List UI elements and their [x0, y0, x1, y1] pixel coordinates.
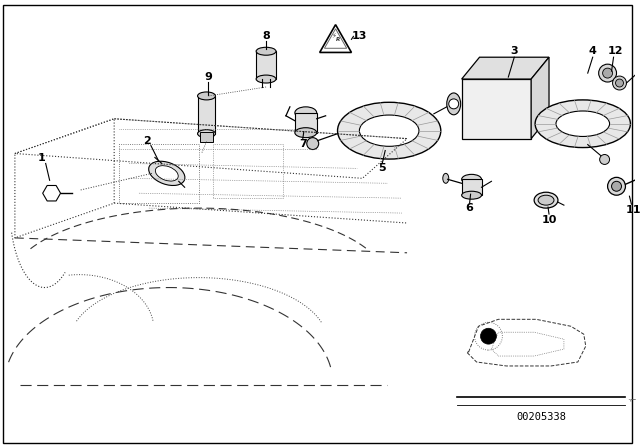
Circle shape — [307, 138, 319, 150]
Ellipse shape — [447, 93, 461, 115]
Polygon shape — [531, 57, 549, 138]
Text: 00205338: 00205338 — [516, 412, 566, 422]
Text: 1: 1 — [38, 154, 45, 164]
Ellipse shape — [360, 115, 419, 146]
Text: 4: 4 — [589, 46, 596, 56]
Text: 13: 13 — [352, 31, 367, 41]
Circle shape — [616, 79, 623, 87]
Ellipse shape — [461, 191, 481, 199]
Circle shape — [598, 64, 616, 82]
Text: ·⌐: ·⌐ — [627, 396, 637, 405]
Ellipse shape — [461, 174, 481, 184]
Text: 3: 3 — [511, 46, 518, 56]
Ellipse shape — [256, 75, 276, 83]
Ellipse shape — [337, 102, 441, 159]
Text: R: R — [335, 37, 340, 42]
Text: 12: 12 — [608, 46, 623, 56]
Polygon shape — [43, 185, 61, 201]
Ellipse shape — [295, 128, 317, 138]
Ellipse shape — [198, 129, 216, 138]
Circle shape — [612, 181, 621, 191]
Circle shape — [612, 76, 627, 90]
Polygon shape — [320, 25, 351, 52]
Polygon shape — [461, 57, 549, 79]
Text: 9: 9 — [205, 72, 212, 82]
Ellipse shape — [534, 192, 558, 208]
Text: 5: 5 — [378, 164, 386, 173]
Ellipse shape — [295, 107, 317, 119]
Bar — [461, 179, 481, 195]
Ellipse shape — [556, 111, 609, 137]
Ellipse shape — [156, 166, 178, 181]
Circle shape — [607, 177, 625, 195]
Ellipse shape — [148, 161, 185, 185]
Circle shape — [603, 68, 612, 78]
Bar — [295, 113, 317, 133]
Circle shape — [600, 155, 609, 164]
Ellipse shape — [256, 47, 276, 55]
Text: 7: 7 — [299, 138, 307, 149]
Circle shape — [481, 328, 497, 344]
Text: 10: 10 — [541, 215, 557, 225]
Circle shape — [449, 99, 459, 109]
Ellipse shape — [443, 173, 449, 183]
Ellipse shape — [538, 195, 554, 205]
Bar — [256, 51, 276, 79]
Ellipse shape — [198, 92, 216, 100]
Bar — [198, 96, 216, 134]
Text: 8: 8 — [262, 31, 270, 41]
Text: 2: 2 — [143, 136, 151, 146]
Bar — [461, 79, 531, 138]
Bar — [214, 143, 283, 198]
Text: 6: 6 — [466, 203, 474, 213]
Text: ⚡: ⚡ — [331, 33, 336, 39]
Bar — [200, 132, 214, 142]
Bar — [119, 143, 198, 203]
Text: 11: 11 — [626, 205, 640, 215]
Ellipse shape — [535, 100, 630, 147]
